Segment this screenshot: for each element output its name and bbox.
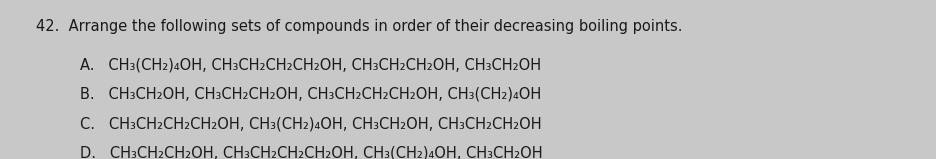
Text: 42.  Arrange the following sets of compounds in order of their decreasing boilin: 42. Arrange the following sets of compou… [36, 19, 682, 34]
Text: C.   CH₃CH₂CH₂CH₂OH, CH₃(CH₂)₄OH, CH₃CH₂OH, CH₃CH₂CH₂OH: C. CH₃CH₂CH₂CH₂OH, CH₃(CH₂)₄OH, CH₃CH₂OH… [80, 116, 541, 131]
Text: B.   CH₃CH₂OH, CH₃CH₂CH₂OH, CH₃CH₂CH₂CH₂OH, CH₃(CH₂)₄OH: B. CH₃CH₂OH, CH₃CH₂CH₂OH, CH₃CH₂CH₂CH₂OH… [80, 87, 541, 102]
Text: A.   CH₃(CH₂)₄OH, CH₃CH₂CH₂CH₂OH, CH₃CH₂CH₂OH, CH₃CH₂OH: A. CH₃(CH₂)₄OH, CH₃CH₂CH₂CH₂OH, CH₃CH₂CH… [80, 57, 541, 72]
Text: D.   CH₃CH₂CH₂OH, CH₃CH₂CH₂CH₂OH, CH₃(CH₂)₄OH, CH₃CH₂OH: D. CH₃CH₂CH₂OH, CH₃CH₂CH₂CH₂OH, CH₃(CH₂)… [80, 145, 542, 159]
